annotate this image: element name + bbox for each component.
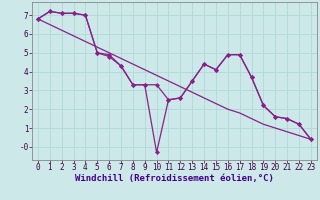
X-axis label: Windchill (Refroidissement éolien,°C): Windchill (Refroidissement éolien,°C) (75, 174, 274, 183)
